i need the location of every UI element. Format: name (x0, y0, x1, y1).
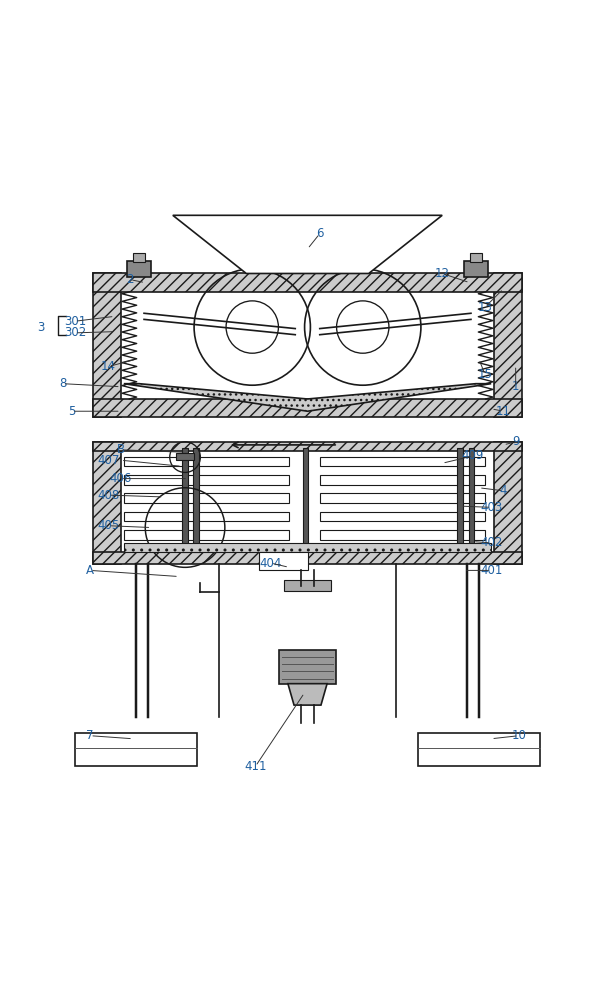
Bar (418, 733, 540, 766)
Text: 12: 12 (435, 267, 450, 280)
Bar (469, 448, 474, 552)
Text: 7: 7 (87, 729, 94, 742)
Text: B: B (117, 443, 125, 456)
Polygon shape (124, 384, 491, 411)
Text: 3: 3 (38, 321, 45, 334)
Bar (303, 448, 308, 552)
Bar (124, 543, 491, 552)
Text: 409: 409 (462, 449, 484, 462)
Text: 405: 405 (97, 519, 120, 532)
Bar (93, 273, 522, 292)
Bar (182, 448, 188, 552)
Bar (124, 530, 289, 540)
Bar (93, 273, 121, 417)
Text: 401: 401 (480, 564, 502, 577)
Text: 5: 5 (68, 405, 76, 418)
Text: 403: 403 (480, 501, 502, 514)
Text: 408: 408 (97, 489, 120, 502)
Bar (320, 475, 485, 485)
Bar (494, 273, 522, 417)
Text: 2: 2 (126, 273, 133, 286)
Text: 15: 15 (478, 368, 493, 381)
Bar (93, 442, 522, 451)
Bar (320, 457, 485, 466)
Bar (470, 253, 482, 262)
Bar (124, 512, 289, 521)
Bar (176, 453, 194, 460)
Bar (494, 442, 522, 564)
Bar (75, 733, 197, 766)
Bar (464, 261, 488, 277)
Text: 4: 4 (499, 484, 507, 497)
Text: 402: 402 (480, 536, 502, 549)
Text: 404: 404 (260, 557, 282, 570)
Text: A: A (86, 564, 94, 577)
Bar (320, 530, 485, 540)
Bar (320, 512, 485, 521)
Text: 302: 302 (64, 326, 86, 339)
Text: 407: 407 (97, 454, 120, 467)
Bar (258, 552, 308, 570)
Bar (93, 399, 522, 417)
Bar (93, 442, 121, 564)
Text: 9: 9 (512, 435, 520, 448)
Bar (320, 493, 485, 503)
Text: 11: 11 (496, 405, 511, 418)
Text: 13: 13 (478, 301, 493, 314)
Text: 14: 14 (101, 360, 116, 373)
Text: 406: 406 (109, 472, 132, 485)
Text: 8: 8 (59, 377, 66, 390)
Bar (124, 493, 289, 503)
Text: 1: 1 (512, 380, 520, 393)
Bar (458, 448, 463, 552)
Bar (124, 457, 289, 466)
Text: 411: 411 (244, 760, 267, 773)
Bar (133, 253, 145, 262)
Bar (124, 475, 289, 485)
Bar (284, 580, 331, 591)
Text: 10: 10 (511, 729, 526, 742)
Bar (127, 261, 151, 277)
Polygon shape (288, 684, 327, 705)
Bar (93, 552, 522, 564)
Bar (279, 650, 336, 684)
Text: 6: 6 (316, 227, 323, 240)
Polygon shape (173, 215, 442, 273)
Text: 301: 301 (64, 315, 86, 328)
Bar (193, 448, 199, 552)
